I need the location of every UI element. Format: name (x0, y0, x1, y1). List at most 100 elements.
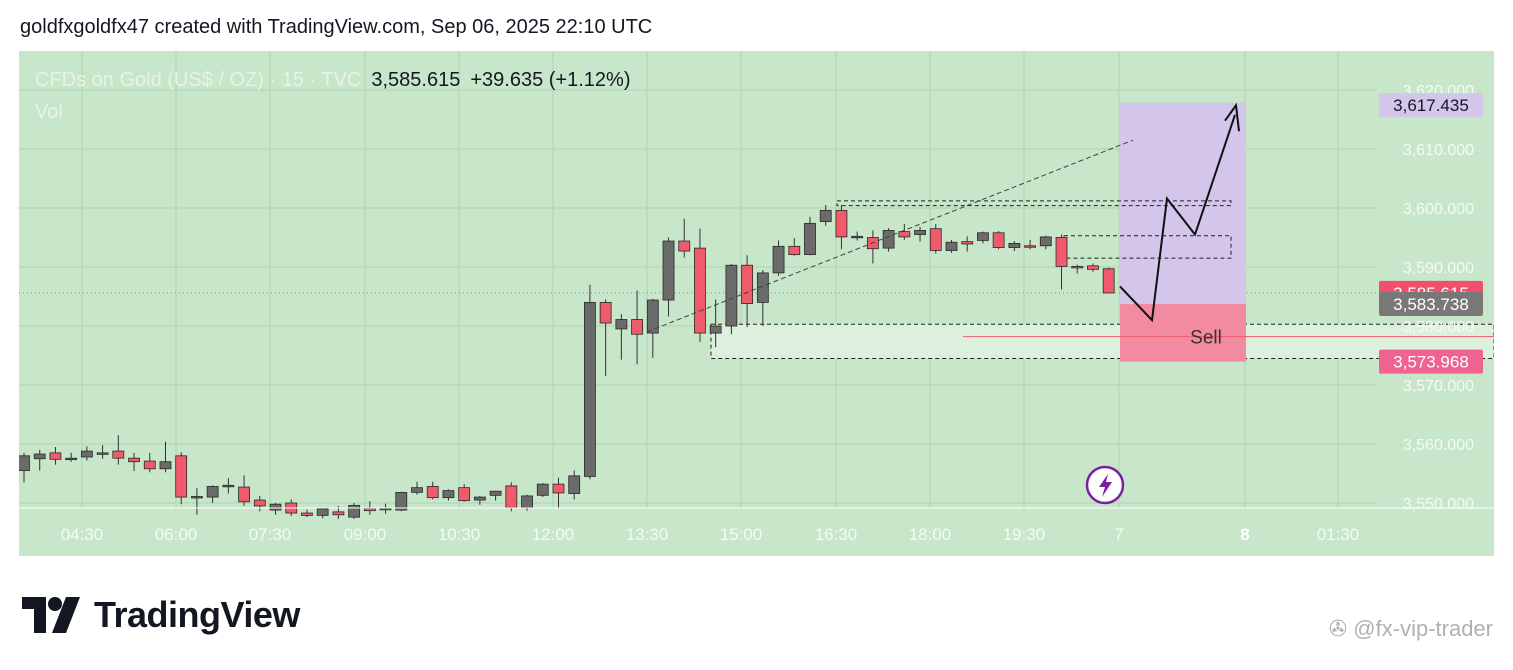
candle-body (945, 241, 958, 251)
candle-body (851, 235, 864, 239)
candle-body (631, 319, 643, 335)
candle-body (96, 452, 109, 455)
y-tick-label: 3,590.000 (1403, 260, 1474, 277)
y-tick-label: 3,570.000 (1403, 378, 1474, 395)
candle-body (301, 512, 313, 516)
price-badge-stop (1379, 349, 1483, 374)
y-tick-label: 3,580.000 (1403, 319, 1474, 336)
trend-line (646, 139, 1134, 333)
x-tick-label: 16:30 (815, 525, 858, 544)
candle-body (19, 455, 30, 471)
candle-body (222, 484, 235, 488)
candle-body (238, 486, 250, 503)
candle-body (206, 486, 219, 498)
x-tick-label: 13:30 (626, 525, 669, 544)
candle-body (505, 485, 518, 509)
y-tick-label: 3,560.000 (1403, 437, 1474, 454)
candle-body (426, 486, 439, 499)
lightning-icon-bolt (1099, 474, 1112, 497)
candle-body (709, 325, 722, 334)
candle-body (269, 503, 282, 511)
candle-body (835, 209, 848, 238)
candle-body (929, 228, 942, 251)
axis-layer: 3,550.000 3,560.000 3,570.000 3,580.000 3,59… (19, 83, 1494, 544)
candle-body (552, 483, 565, 494)
projection-arrowhead (1224, 102, 1240, 132)
candle-body (662, 240, 675, 301)
drawings-layer: Sell (646, 102, 1494, 505)
volume-label: Vol (35, 101, 63, 123)
candle-body (819, 209, 832, 222)
candle-body (348, 504, 361, 518)
candle-body (694, 247, 706, 334)
x-tick-label: 01:30 (1317, 525, 1360, 544)
price-badge-target (1379, 93, 1483, 118)
price-badge-entry (1379, 291, 1483, 316)
candle-body (332, 511, 345, 516)
candle-body (191, 496, 203, 499)
candles-layer (19, 205, 1115, 519)
candle-body (458, 487, 471, 502)
candle-body (725, 264, 738, 327)
chart-panel[interactable]: Sell 3,550.000 3,560.000 3,570.000 3,580.00… (19, 51, 1494, 556)
x-tick-label: 15:00 (720, 525, 763, 544)
candle-body (599, 301, 612, 324)
candle-body (175, 455, 188, 498)
candle-body (678, 240, 691, 252)
price-chart[interactable]: Sell 3,550.000 3,560.000 3,570.000 3,580.00… (19, 51, 1494, 556)
candle-body (898, 231, 911, 238)
candle-body (159, 461, 172, 470)
support-zone (710, 323, 1494, 359)
candle-body (961, 241, 974, 245)
candle-body (489, 490, 502, 496)
resistance-box-top (836, 200, 1232, 207)
x-tick-label: 09:00 (344, 525, 387, 544)
candle-body (882, 230, 895, 249)
candle-body (1039, 236, 1052, 247)
projection-path (1119, 114, 1236, 323)
stop-zone (1120, 303, 1246, 362)
candle-body (1071, 266, 1084, 269)
x-tick-label: 04:30 (61, 525, 104, 544)
symbol-label: CFDs on Gold (US$ / OZ) · 15 · TVC (35, 69, 362, 91)
price-badge-text-target: 3,617.435 (1393, 96, 1469, 115)
candle-body (584, 301, 596, 477)
x-tick-label: 12:00 (532, 525, 575, 544)
sell-label: Sell (1190, 328, 1222, 349)
candle-body (741, 264, 754, 304)
candle-body (143, 460, 156, 470)
x-tick-label: 18:00 (909, 525, 952, 544)
tradingview-logo: TradingView (22, 594, 300, 636)
candle-body (395, 491, 408, 511)
candle-body (568, 475, 581, 494)
candle-body (316, 508, 329, 516)
y-tick-label: 3,600.000 (1403, 201, 1474, 218)
candle-body (128, 457, 140, 463)
author-watermark: ✇ @fx-vip-trader (1329, 616, 1493, 642)
candle-body (1008, 242, 1021, 248)
candle-body (788, 245, 801, 256)
candle-body (992, 232, 1005, 248)
candle-body (379, 507, 392, 511)
tradingview-mark-icon (22, 597, 80, 633)
candle-body (914, 230, 926, 235)
zones-layer (710, 102, 1494, 362)
target-zone (1120, 102, 1246, 304)
x-tick-label: 8 (1240, 525, 1249, 544)
candle-body (1102, 268, 1115, 294)
candle-body (646, 299, 659, 334)
candle-body (33, 453, 46, 460)
x-tick-label: 19:30 (1003, 525, 1046, 544)
x-tick-label: 06:00 (155, 525, 198, 544)
candle-body (80, 450, 93, 458)
candle-body (1055, 237, 1068, 267)
watermark-text: @fx-vip-trader (1353, 616, 1493, 641)
x-tick-label: 7 (1114, 525, 1123, 544)
candle-body (521, 495, 533, 509)
candle-body (65, 457, 78, 461)
price-badge-text-entry: 3,583.738 (1393, 295, 1469, 314)
candle-body (536, 483, 549, 496)
candle-body (442, 490, 455, 499)
candle-body (363, 507, 376, 512)
candle-body (112, 450, 125, 459)
